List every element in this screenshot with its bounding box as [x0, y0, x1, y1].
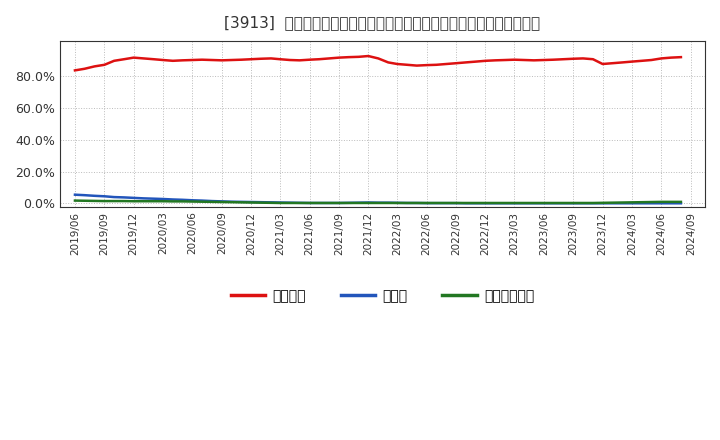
Title: [3913]  自己資本、のれん、繰延税金資産の総資産に対する比率の推移: [3913] 自己資本、のれん、繰延税金資産の総資産に対する比率の推移	[225, 15, 541, 30]
Legend: 自己資本, のれん, 繰延税金資産: 自己資本, のれん, 繰延税金資産	[225, 283, 540, 308]
